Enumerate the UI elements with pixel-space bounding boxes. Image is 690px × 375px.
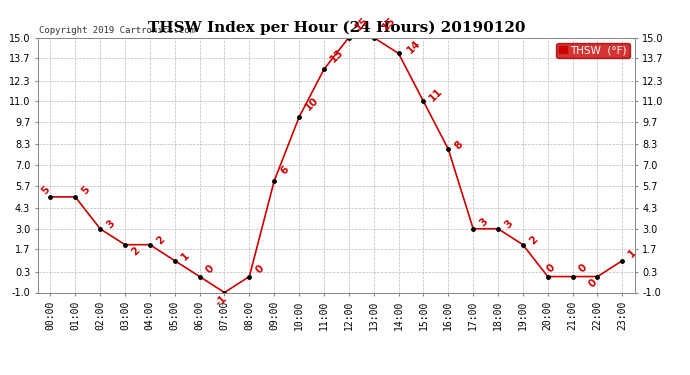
Text: 1: 1: [179, 251, 191, 262]
Text: 8: 8: [453, 139, 464, 151]
Text: 11: 11: [428, 86, 445, 103]
Text: 10: 10: [303, 95, 321, 112]
Text: 2: 2: [129, 246, 141, 258]
Text: -1: -1: [213, 293, 228, 308]
Legend: THSW  (°F): THSW (°F): [556, 43, 629, 58]
Text: 2: 2: [154, 234, 166, 247]
Text: 15: 15: [353, 15, 371, 33]
Text: 0: 0: [586, 278, 599, 290]
Text: 1: 1: [627, 248, 639, 260]
Text: 5: 5: [79, 184, 92, 196]
Text: 0: 0: [253, 264, 266, 276]
Text: 0: 0: [577, 262, 589, 274]
Text: 5: 5: [39, 184, 52, 196]
Text: 6: 6: [278, 164, 290, 176]
Text: 14: 14: [406, 38, 423, 56]
Text: 0: 0: [204, 264, 216, 276]
Text: 3: 3: [477, 216, 489, 228]
Text: 13: 13: [328, 47, 346, 64]
Text: 3: 3: [502, 219, 514, 231]
Text: 0: 0: [545, 262, 558, 274]
Text: 15: 15: [381, 15, 398, 33]
Title: THSW Index per Hour (24 Hours) 20190120: THSW Index per Hour (24 Hours) 20190120: [148, 21, 525, 35]
Text: Copyright 2019 Cartronics.com: Copyright 2019 Cartronics.com: [39, 26, 195, 35]
Text: 3: 3: [104, 219, 117, 231]
Text: 2: 2: [527, 234, 540, 247]
